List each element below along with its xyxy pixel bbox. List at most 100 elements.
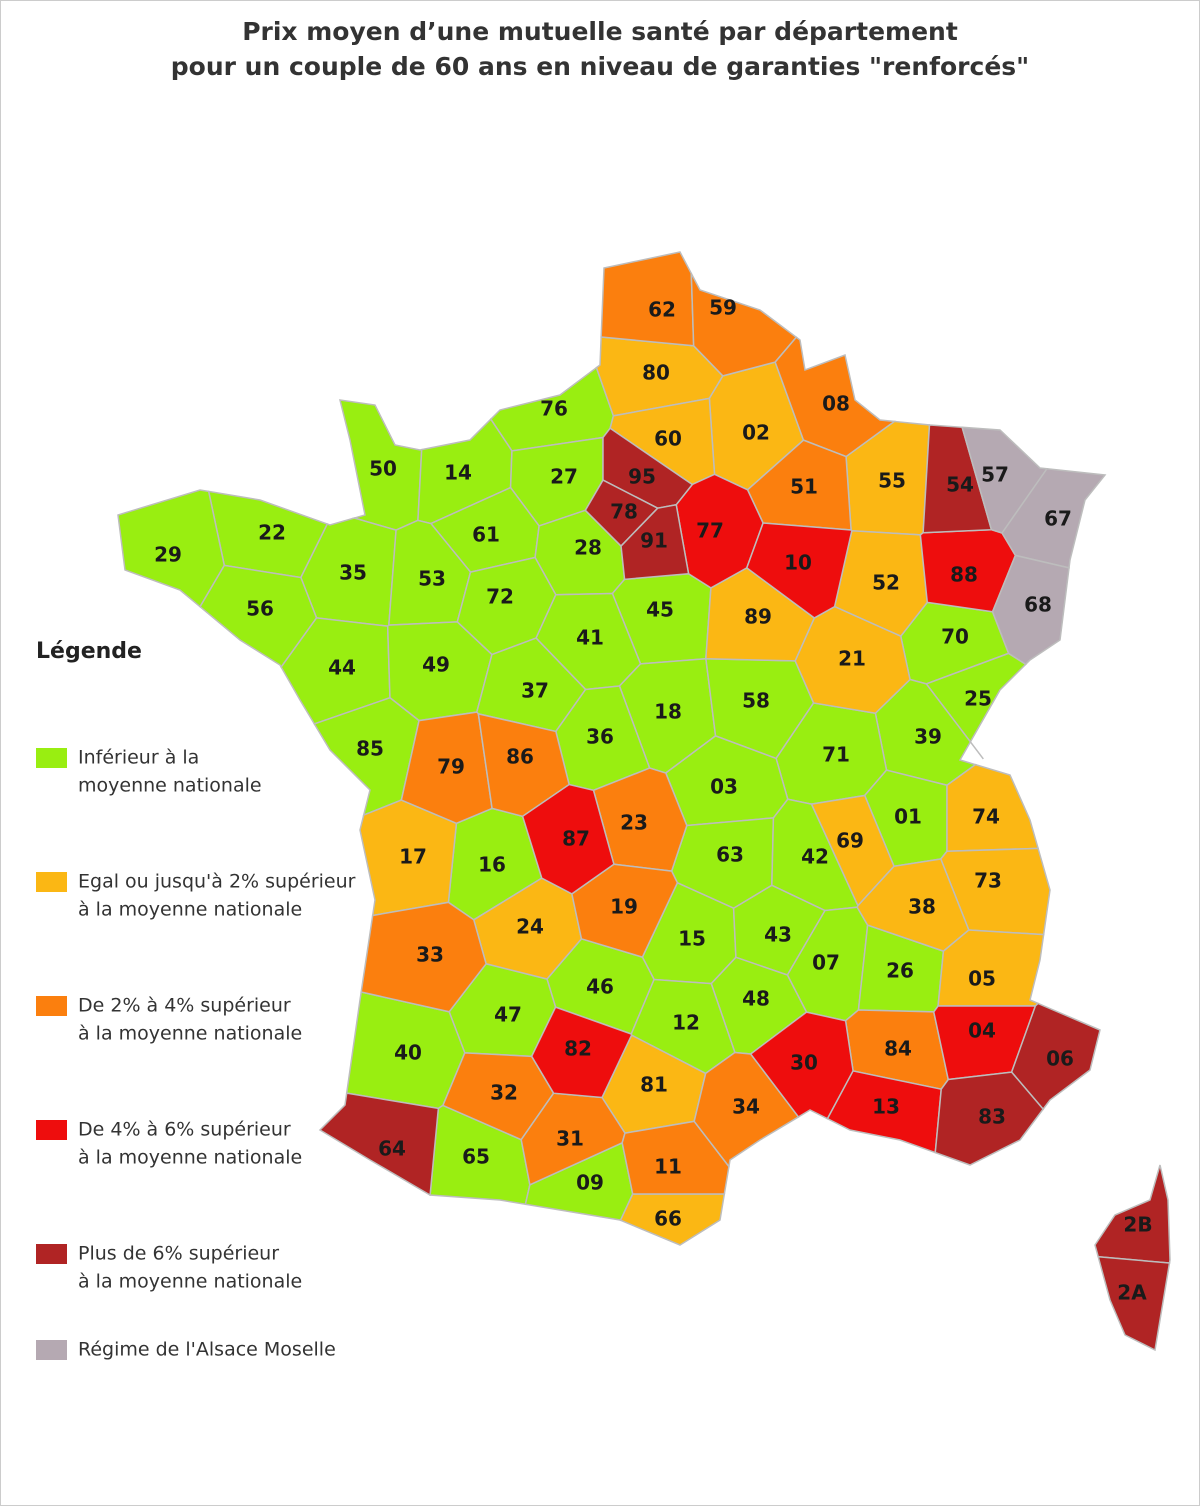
department-label: 17 [399, 845, 427, 869]
legend-swatch [36, 748, 67, 768]
department-label: 21 [838, 647, 866, 671]
legend-label: De 2% à 4% supérieur [78, 995, 291, 1017]
department-label: 24 [516, 915, 544, 939]
department-label: 08 [822, 392, 850, 416]
department-label: 03 [710, 775, 738, 799]
department-label: 45 [646, 598, 674, 622]
department-label: 25 [964, 687, 992, 711]
department-label: 06 [1046, 1047, 1074, 1071]
department-label: 57 [981, 463, 1009, 487]
department-label: 89 [744, 605, 772, 629]
department-label: 88 [950, 563, 978, 587]
title: pour un couple de 60 ans en niveau de ga… [171, 52, 1029, 81]
department-label: 66 [654, 1207, 682, 1231]
department-label: 61 [472, 523, 500, 547]
department-label: 2A [1117, 1281, 1147, 1305]
department-label: 01 [894, 805, 922, 829]
department-label: 49 [422, 653, 450, 677]
department-area [521, 783, 615, 895]
department-label: 73 [974, 869, 1002, 893]
department-label: 54 [946, 473, 974, 497]
department-label: 46 [586, 975, 614, 999]
legend-label: à la moyenne nationale [78, 1147, 302, 1169]
department-area [117, 489, 226, 608]
department-label: 48 [742, 987, 770, 1011]
legend-swatch [36, 1244, 67, 1264]
department-label: 30 [790, 1051, 818, 1075]
department-labels: 76 50 14 27 22 29 61 35 53 28 72 56 45 41 44 49 37 18 58 70… [154, 296, 1153, 1305]
department-area [1010, 1002, 1101, 1111]
department-label: 34 [732, 1095, 760, 1119]
department-label: 77 [696, 519, 724, 543]
department-label: 39 [914, 725, 942, 749]
legend-label: à la moyenne nationale [78, 899, 302, 921]
department-label: 38 [908, 895, 936, 919]
departments [117, 251, 1171, 1352]
department-label: 23 [620, 811, 648, 835]
legend-label: Régime de l'Alsace Moselle [78, 1339, 336, 1361]
department-area [1097, 1255, 1171, 1352]
department-label: 33 [416, 943, 444, 967]
title: Prix moyen d’une mutuelle santé par dépa… [242, 17, 958, 46]
department-label: 15 [678, 927, 706, 951]
department-label: 44 [328, 656, 356, 680]
department-label: 29 [154, 543, 182, 567]
department-area [774, 336, 897, 458]
department-label: 87 [562, 827, 590, 851]
department-area [991, 554, 1070, 666]
department-area [318, 1092, 440, 1196]
department-label: 42 [801, 845, 829, 869]
department-label: 65 [462, 1145, 490, 1169]
department-label: 80 [642, 361, 670, 385]
department-label: 58 [742, 689, 770, 713]
department-label: 69 [836, 829, 864, 853]
department-label: 81 [640, 1073, 668, 1097]
department-label: 05 [968, 967, 996, 991]
department-label: 41 [576, 626, 604, 650]
department-area [360, 901, 487, 1013]
department-label: 2B [1123, 1213, 1152, 1237]
department-label: 59 [709, 296, 737, 320]
legend-label: De 4% à 6% supérieur [78, 1119, 291, 1141]
department-label: 02 [742, 421, 770, 445]
department-label: 91 [640, 529, 668, 553]
department-label: 18 [654, 700, 682, 724]
department-label: 10 [784, 551, 812, 575]
department-label: 51 [790, 475, 818, 499]
legend-label: à la moyenne nationale [78, 1271, 302, 1293]
department-label: 07 [812, 951, 840, 975]
department-area [199, 564, 318, 669]
department-area [693, 1051, 800, 1169]
legend-title: Légende [36, 639, 142, 664]
legend-swatch [36, 1120, 67, 1140]
department-label: 83 [978, 1105, 1006, 1129]
department-label: 72 [486, 585, 514, 609]
department-label: 60 [654, 427, 682, 451]
department-label: 52 [872, 571, 900, 595]
department-label: 26 [886, 959, 914, 983]
department-label: 62 [648, 298, 676, 322]
department-label: 84 [884, 1037, 912, 1061]
department-label: 12 [672, 1011, 700, 1035]
department-label: 64 [378, 1137, 406, 1161]
department-label: 95 [628, 465, 656, 489]
legend-label: Plus de 6% supérieur [78, 1243, 279, 1265]
department-label: 86 [506, 745, 534, 769]
department-label: 09 [576, 1171, 604, 1195]
department-label: 47 [494, 1003, 522, 1027]
department-label: 40 [394, 1041, 422, 1065]
department-area [934, 1071, 1045, 1166]
department-label: 82 [564, 1037, 592, 1061]
department-label: 36 [586, 725, 614, 749]
department-label: 70 [941, 625, 969, 649]
department-label: 43 [764, 923, 792, 947]
department-area [359, 799, 458, 917]
department-area [749, 1011, 854, 1120]
department-label: 04 [968, 1019, 996, 1043]
department-label: 27 [550, 465, 578, 489]
department-label: 68 [1024, 593, 1052, 617]
department-label: 37 [521, 679, 549, 703]
department-label: 28 [574, 536, 602, 560]
department-label: 50 [369, 457, 397, 481]
